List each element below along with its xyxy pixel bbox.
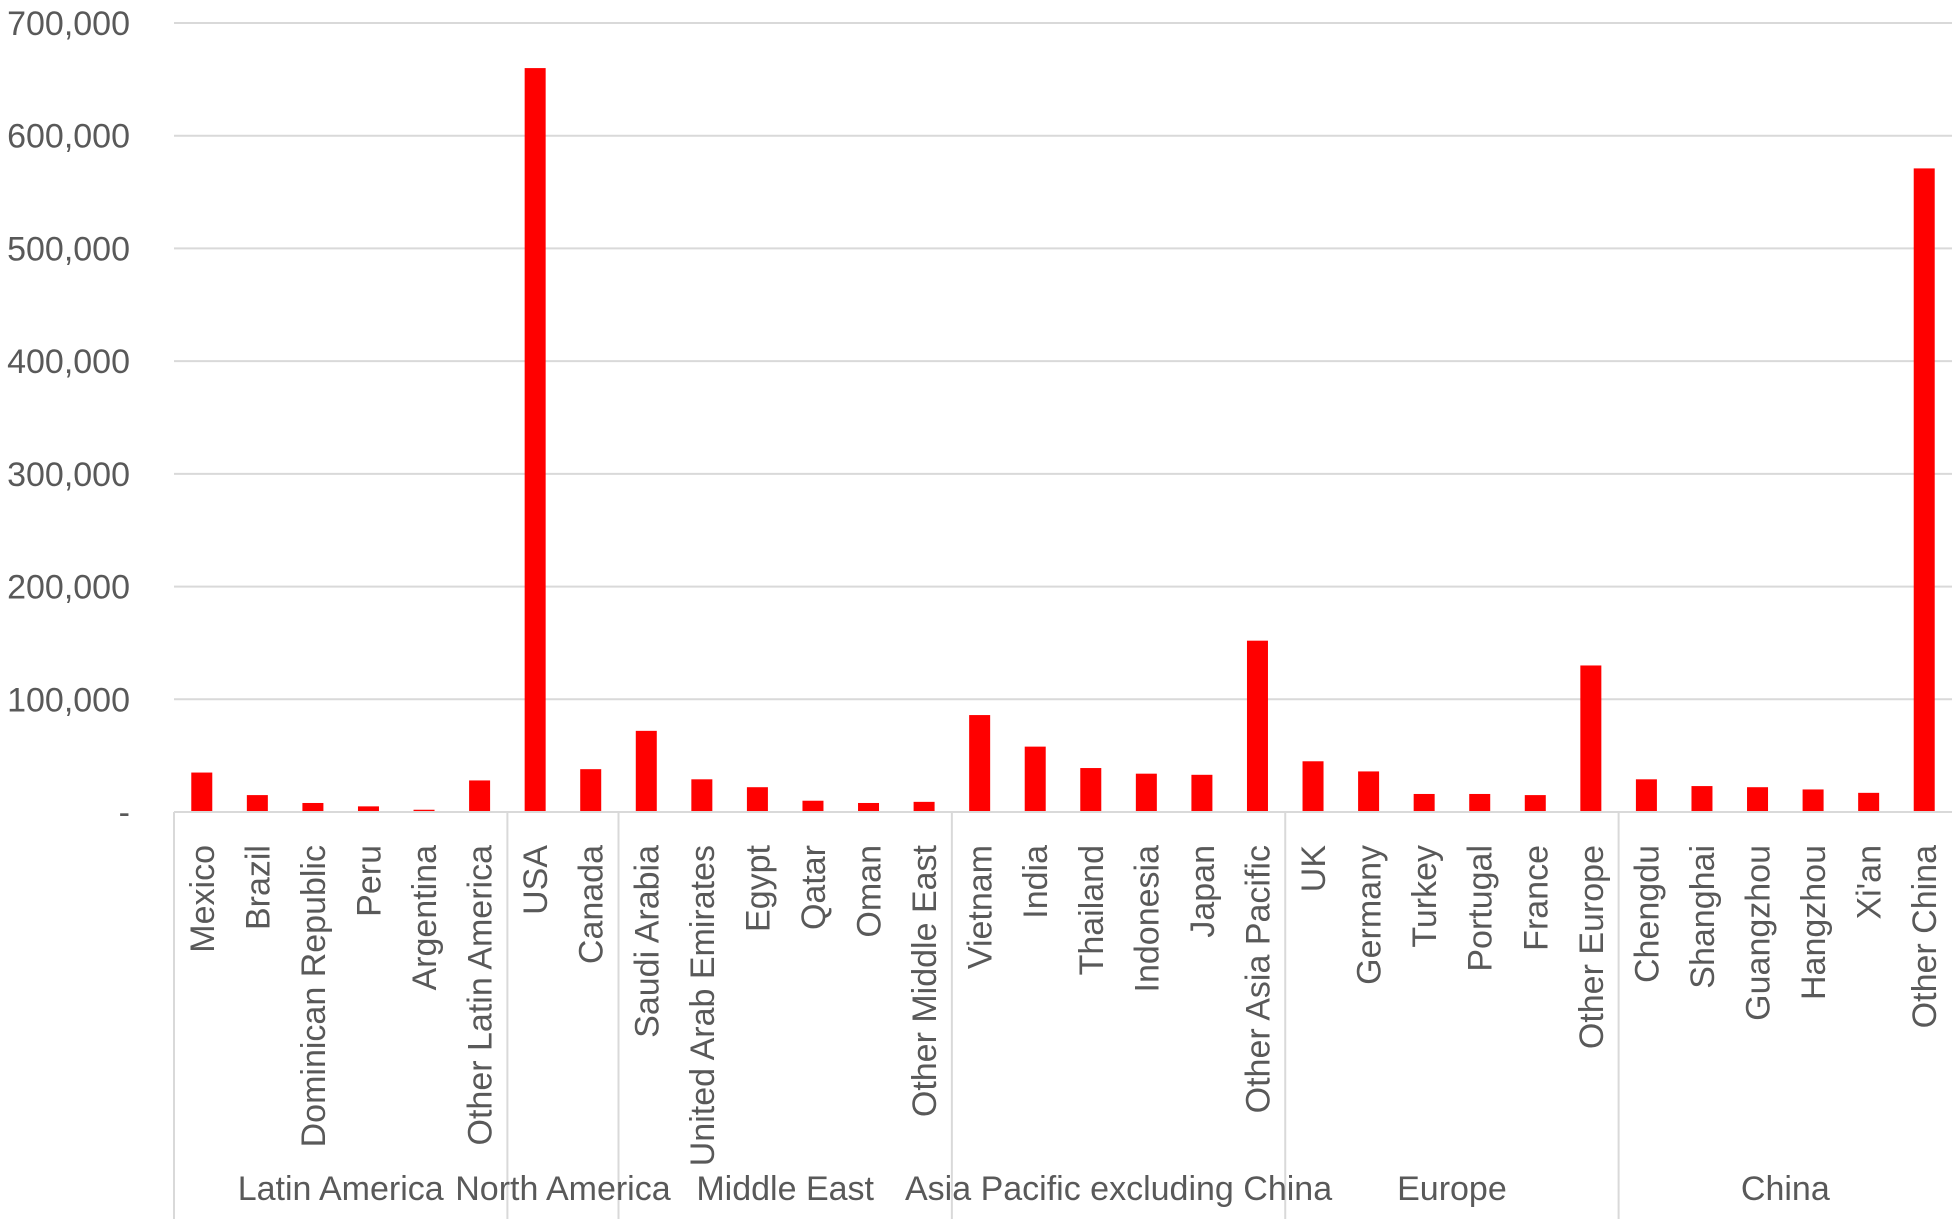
bar xyxy=(969,715,991,812)
y-tick-label: 600,000 xyxy=(7,118,130,156)
group-label: China xyxy=(1741,1170,1830,1208)
bar xyxy=(1191,774,1213,812)
category-label: Xi'an xyxy=(1851,845,1889,920)
y-tick-label: 100,000 xyxy=(7,681,130,719)
bars xyxy=(191,68,1935,813)
category-label: Shanghai xyxy=(1684,845,1722,989)
category-label: Chengdu xyxy=(1628,845,1666,983)
category-label: Indonesia xyxy=(1128,845,1166,993)
y-tick-label: 400,000 xyxy=(7,343,130,381)
bar xyxy=(746,787,768,812)
bar xyxy=(1858,792,1880,812)
category-label: United Arab Emirates xyxy=(684,845,722,1166)
category-label: Argentina xyxy=(406,845,444,991)
bar xyxy=(1080,768,1102,812)
y-tick-label: 500,000 xyxy=(7,230,130,268)
bar xyxy=(913,801,935,812)
group-label: Latin America xyxy=(238,1170,444,1208)
bar xyxy=(302,802,324,812)
bar xyxy=(524,68,546,813)
group-label: North America xyxy=(455,1170,670,1208)
category-label: Turkey xyxy=(1406,845,1444,948)
bar xyxy=(469,780,491,812)
group-label: Asia Pacific excluding China xyxy=(905,1170,1332,1208)
category-label: Japan xyxy=(1184,845,1222,938)
category-label: Qatar xyxy=(795,845,833,930)
bar xyxy=(1135,773,1157,812)
group-label: Middle East xyxy=(696,1170,874,1208)
bar xyxy=(191,772,213,812)
bar xyxy=(1024,746,1046,812)
bar xyxy=(802,800,824,812)
x-axis: Mexico Brazil Dominican Republic Peru Argent… xyxy=(173,811,1952,1219)
bar xyxy=(1302,761,1324,812)
category-label: Mexico xyxy=(184,845,222,953)
category-label: Oman xyxy=(851,845,889,938)
category-label: Saudi Arabia xyxy=(628,845,666,1038)
category-label: Brazil xyxy=(239,845,277,930)
y-tick-label: 300,000 xyxy=(7,456,130,494)
bar xyxy=(1635,779,1657,812)
bar xyxy=(580,769,602,812)
category-label: Hangzhou xyxy=(1795,845,1833,1000)
bar xyxy=(357,806,379,812)
category-label: USA xyxy=(517,845,555,915)
category-label: Canada xyxy=(573,845,611,964)
bar xyxy=(635,730,657,812)
bar xyxy=(246,795,268,812)
bar xyxy=(691,779,713,812)
category-label: Guangzhou xyxy=(1740,845,1778,1021)
y-tick-label: 200,000 xyxy=(7,569,130,607)
y-tick-label: 700,000 xyxy=(7,5,130,43)
bar xyxy=(413,809,435,812)
category-label: India xyxy=(1017,845,1055,919)
bar xyxy=(1747,787,1769,812)
category-label: Germany xyxy=(1351,845,1389,985)
category-label: Egypt xyxy=(739,844,777,931)
bar xyxy=(1358,771,1380,812)
category-label: Other Europe xyxy=(1573,845,1611,1049)
bar xyxy=(1580,665,1602,812)
bar xyxy=(1524,795,1546,812)
bar xyxy=(1802,789,1824,812)
bar xyxy=(1913,168,1935,812)
category-label: Vietnam xyxy=(962,845,1000,969)
bar xyxy=(1246,640,1268,812)
category-label: Other China xyxy=(1906,845,1944,1028)
category-label: Thailand xyxy=(1073,845,1111,975)
gridlines xyxy=(174,22,1952,701)
category-label: France xyxy=(1517,845,1555,951)
category-label: Peru xyxy=(350,845,388,917)
category-label: UK xyxy=(1295,845,1333,893)
bar xyxy=(858,802,880,812)
y-tick-label: - xyxy=(119,794,130,832)
category-label: Other Latin America xyxy=(462,845,500,1146)
category-label: Other Middle East xyxy=(906,844,944,1117)
category-label: Other Asia Pacific xyxy=(1239,845,1277,1113)
bar xyxy=(1691,786,1713,812)
y-axis: - 100,000 200,000 300,000 400,000 500,000 600,… xyxy=(7,5,130,832)
category-label: Portugal xyxy=(1462,845,1500,972)
category-label: Dominican Republic xyxy=(295,845,333,1147)
bar xyxy=(1413,793,1435,812)
group-label: Europe xyxy=(1397,1170,1507,1208)
bar xyxy=(1469,793,1491,812)
